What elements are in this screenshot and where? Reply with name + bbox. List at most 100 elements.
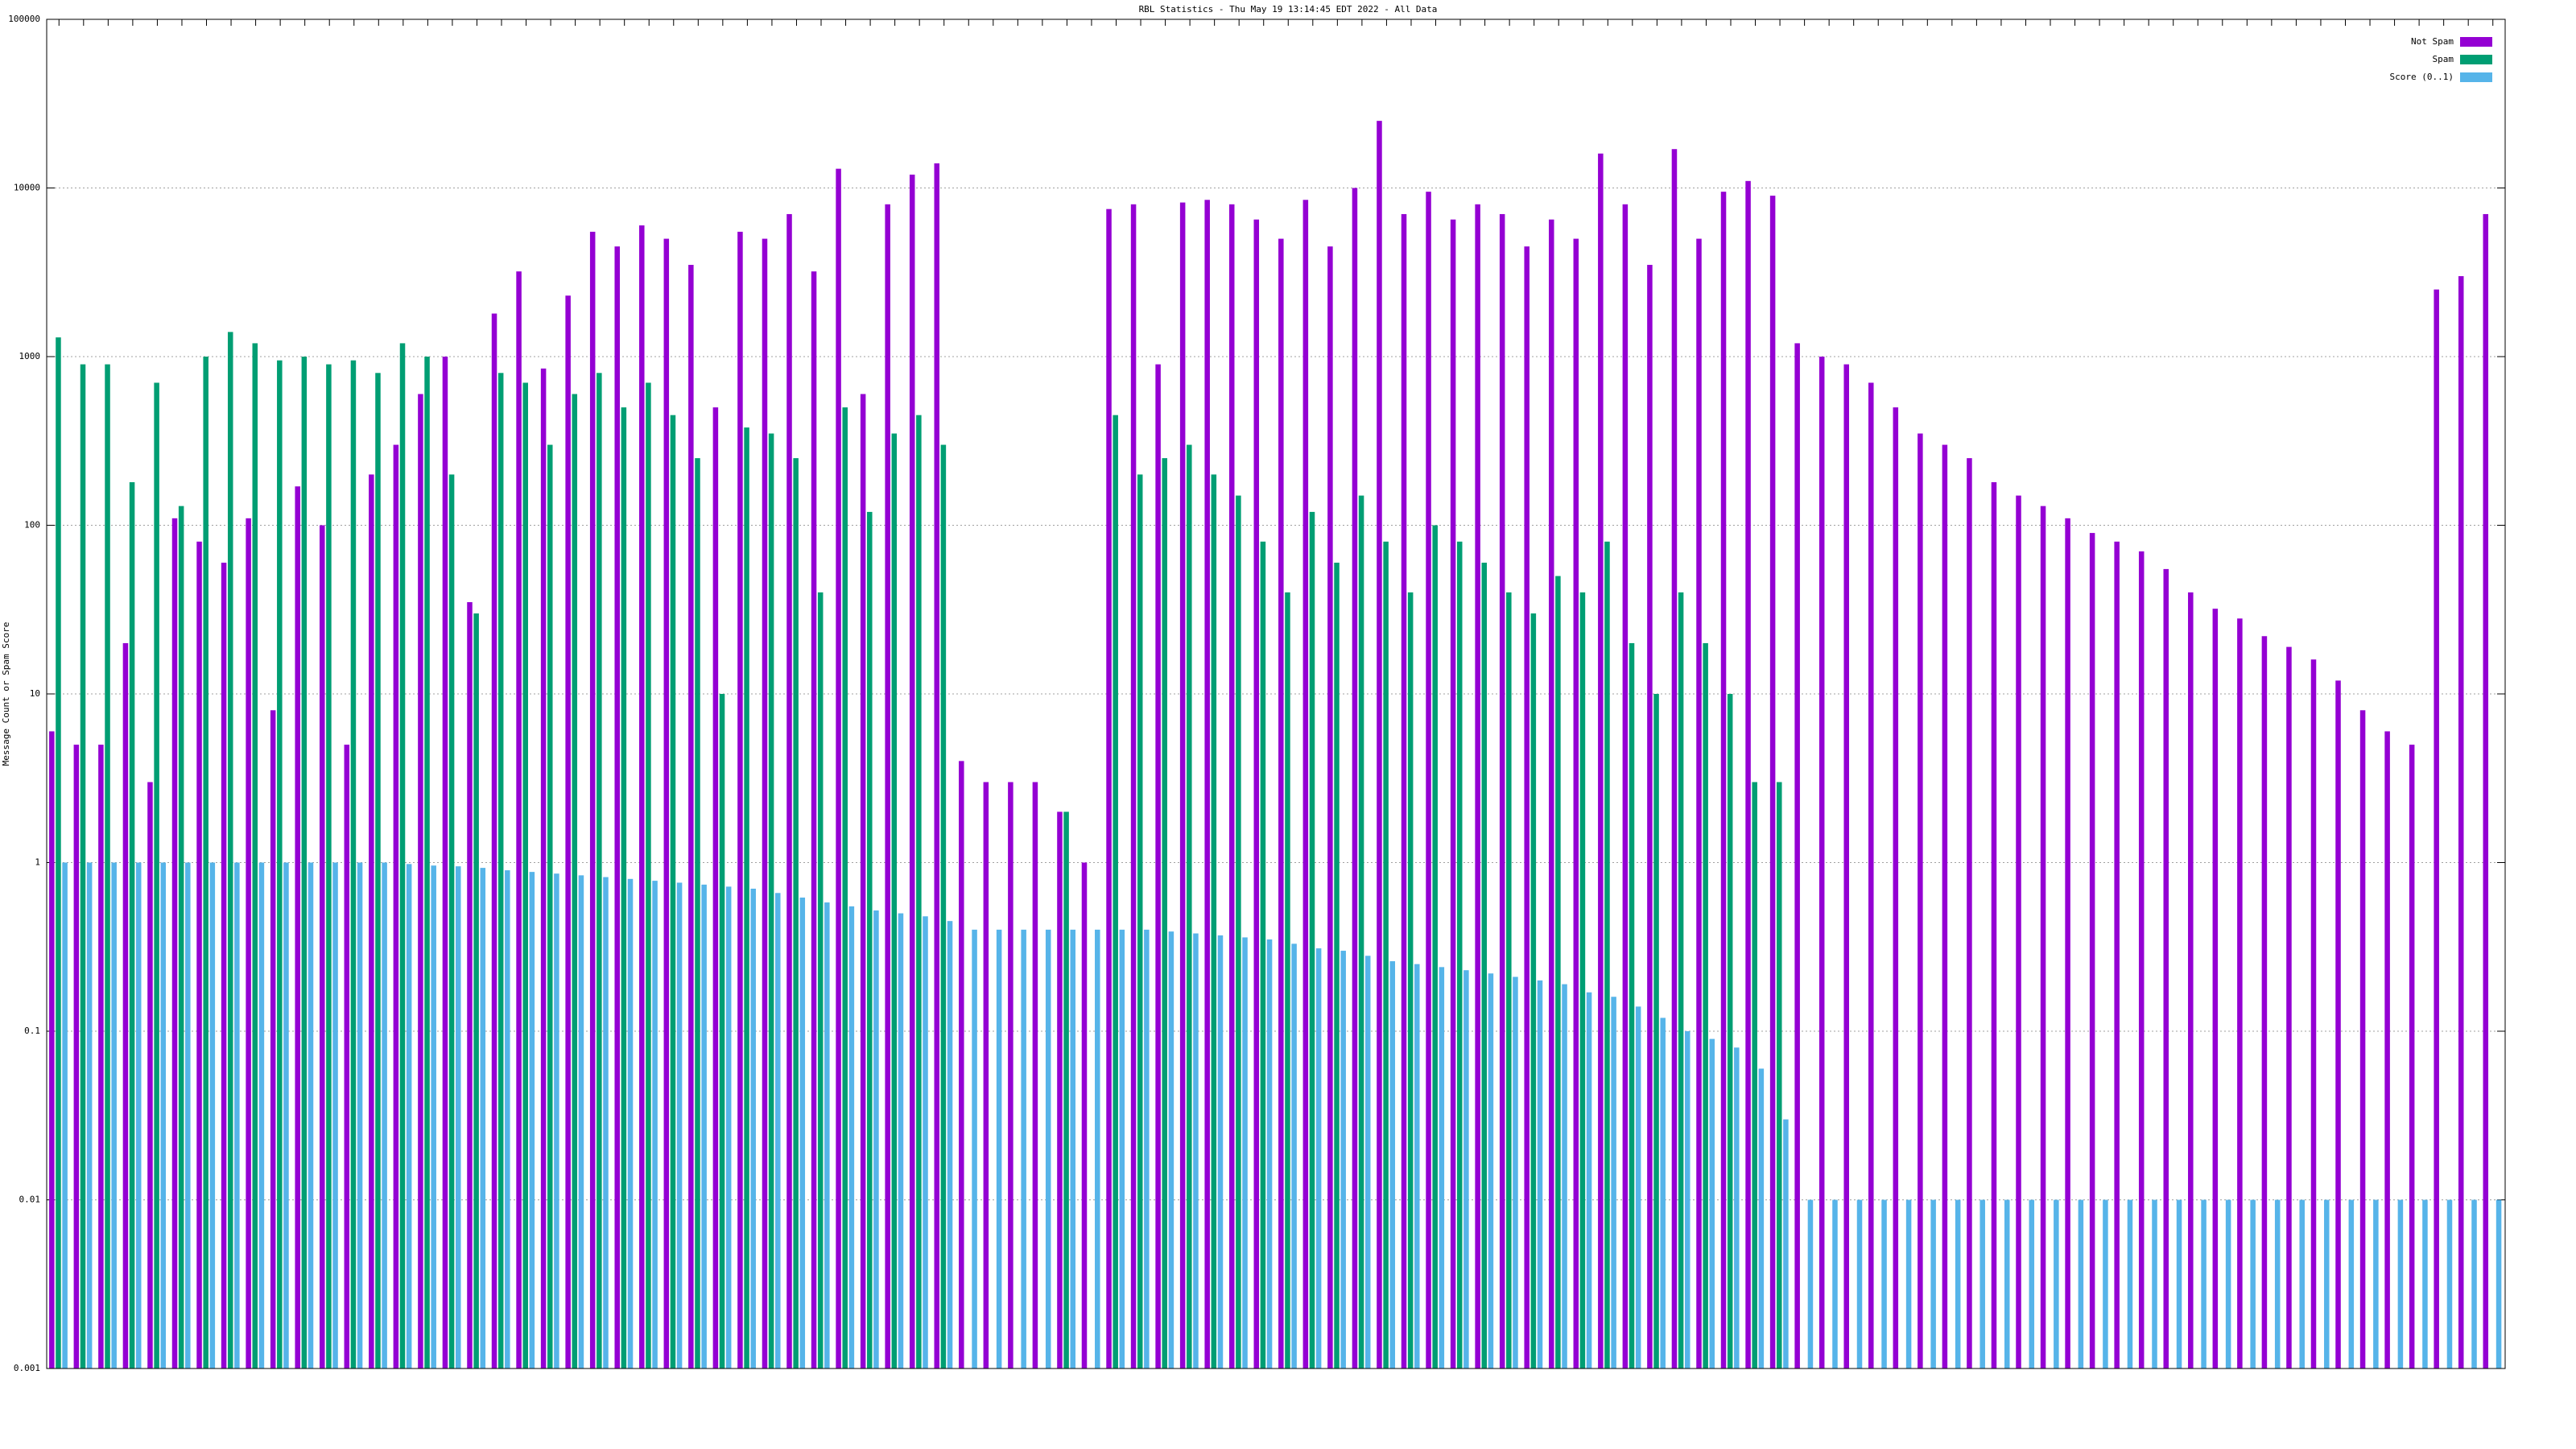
bar <box>996 929 1002 1368</box>
bar <box>1635 1006 1641 1368</box>
bar <box>578 875 584 1368</box>
bar <box>565 295 571 1368</box>
bar <box>1432 525 1438 1368</box>
bar <box>768 433 774 1368</box>
bar <box>505 870 510 1368</box>
bar <box>1278 238 1284 1368</box>
bar <box>2409 745 2415 1368</box>
bar <box>1081 862 1088 1368</box>
bar <box>2422 1199 2428 1368</box>
bar <box>122 642 129 1368</box>
bar <box>1598 153 1604 1369</box>
bar <box>1905 1199 1912 1368</box>
bar <box>154 382 159 1369</box>
bar <box>2458 276 2464 1368</box>
bar <box>467 602 473 1368</box>
bar <box>1008 782 1013 1368</box>
bar <box>817 592 824 1368</box>
bar <box>295 486 300 1368</box>
bar <box>1524 246 1530 1368</box>
bar <box>1211 474 1217 1368</box>
bar <box>357 862 363 1368</box>
bar <box>1783 1119 1789 1368</box>
bar <box>2274 1199 2281 1368</box>
bar <box>695 458 700 1368</box>
y-tick-label: 10 <box>30 688 40 699</box>
bar <box>1327 246 1333 1368</box>
bar <box>111 862 117 1368</box>
bar <box>203 357 208 1368</box>
y-tick-label: 1000 <box>19 351 41 361</box>
bar <box>1070 929 1075 1368</box>
bar <box>178 506 184 1368</box>
bar <box>2127 1199 2133 1368</box>
bar <box>627 878 634 1368</box>
bar <box>646 382 651 1369</box>
y-tick-label: 0.1 <box>24 1026 40 1036</box>
bar <box>252 343 258 1369</box>
bar <box>2176 1199 2182 1368</box>
bar <box>1573 238 1579 1368</box>
bar <box>1579 592 1586 1368</box>
plot-frame <box>46 19 2506 1369</box>
bar <box>916 415 922 1368</box>
bar <box>2348 1199 2355 1368</box>
bar <box>670 415 676 1368</box>
bar <box>1228 204 1235 1369</box>
bar <box>1611 997 1616 1368</box>
bar <box>1868 382 1874 1369</box>
bar <box>873 910 879 1368</box>
bar <box>1358 495 1364 1368</box>
bar <box>2114 541 2120 1368</box>
bar <box>98 745 104 1368</box>
bar <box>1179 202 1186 1368</box>
bar <box>775 893 781 1368</box>
bar <box>842 407 848 1368</box>
bar <box>1106 208 1112 1368</box>
bar <box>497 373 504 1369</box>
bar <box>473 613 479 1368</box>
bar <box>1253 219 1260 1369</box>
bar <box>2212 609 2219 1368</box>
bar <box>614 246 620 1368</box>
y-tick-label: 0.01 <box>19 1195 41 1205</box>
bar <box>2225 1199 2231 1368</box>
bar <box>1063 811 1069 1368</box>
bar <box>227 332 233 1368</box>
bar <box>1137 474 1143 1368</box>
bar <box>332 862 338 1368</box>
bar <box>185 862 191 1368</box>
bar <box>480 868 486 1368</box>
bar <box>1113 415 1118 1368</box>
bar <box>1481 562 1488 1368</box>
bar <box>836 168 841 1368</box>
bar <box>2138 551 2145 1368</box>
bar <box>1057 811 1063 1368</box>
bar <box>597 373 602 1369</box>
bar <box>1407 592 1414 1368</box>
bar <box>983 782 989 1368</box>
bar <box>1456 541 1463 1368</box>
bar <box>885 204 890 1369</box>
bar <box>639 225 645 1369</box>
bar <box>1168 931 1174 1368</box>
bar <box>1439 967 1445 1368</box>
bar <box>1881 1199 1887 1368</box>
bar <box>1334 562 1340 1368</box>
bar <box>737 231 743 1368</box>
bar <box>1696 238 1702 1368</box>
bar <box>2103 1199 2108 1368</box>
legend-swatch <box>2460 72 2492 82</box>
bar <box>1979 1199 1985 1368</box>
bar <box>2324 1199 2330 1368</box>
y-axis-label: Message Count or Spam Score <box>1 622 11 766</box>
bar <box>1720 192 1727 1369</box>
bar <box>2065 518 2070 1368</box>
bar <box>350 360 357 1369</box>
bar <box>898 913 904 1368</box>
bar <box>1734 1047 1740 1368</box>
bar <box>2446 1199 2453 1368</box>
bar <box>959 761 964 1368</box>
y-tick-label: 100000 <box>8 14 40 24</box>
bar <box>1045 929 1051 1368</box>
